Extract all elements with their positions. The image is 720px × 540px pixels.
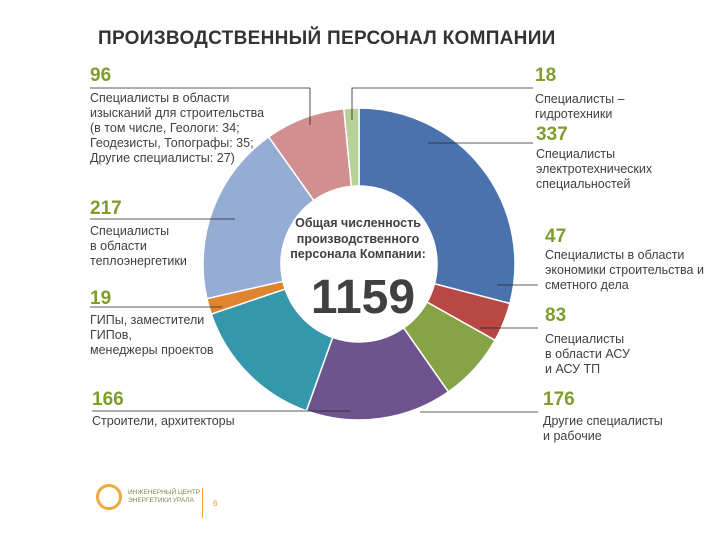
label-hydro-desc: Специалисты – гидротехники <box>535 92 625 121</box>
donut-slice-8 <box>342 107 360 188</box>
label-electro-desc: Специалисты электротехнических специальн… <box>536 147 653 191</box>
logo-circle-icon <box>96 484 122 510</box>
label-other-value: 176 <box>543 389 575 410</box>
label-electro-value: 337 <box>536 124 568 145</box>
label-builders-value: 166 <box>92 389 124 410</box>
label-hydro-value: 18 <box>535 65 557 86</box>
donut-slice-6 <box>202 135 315 300</box>
center-total: 1159 <box>310 271 416 324</box>
label-gip-desc: ГИПы, заместители ГИПов, менеджеры проек… <box>90 313 214 357</box>
logo-text: ИНЖЕНЕРНЫЙ ЦЕНТР ЭНЕРГЕТИКИ УРАЛА <box>128 489 201 504</box>
company-logo: ИНЖЕНЕРНЫЙ ЦЕНТР ЭНЕРГЕТИКИ УРАЛА <box>96 484 200 510</box>
label-survey-value: 96 <box>90 65 112 86</box>
label-asu-desc: Специалисты в области АСУ и АСУ ТП <box>545 332 630 376</box>
label-survey-desc: Специалисты в области изысканий для стро… <box>90 91 265 165</box>
footer-divider <box>202 488 203 518</box>
label-gip-value: 19 <box>90 288 112 309</box>
leader-survey <box>90 87 311 125</box>
label-asu-value: 83 <box>545 305 567 326</box>
label-heat-value: 217 <box>90 198 122 219</box>
donut-slice-0 <box>358 107 516 305</box>
page-number: 6 <box>213 499 218 508</box>
center-caption: Общая численность производственного перс… <box>290 216 426 261</box>
leader-hydro <box>351 87 533 120</box>
label-builders-desc: Строители, архитекторы <box>92 414 235 428</box>
page-title: ПРОИЗВОДСТВЕННЫЙ ПЕРСОНАЛ КОМПАНИИ <box>98 28 556 49</box>
label-econ-value: 47 <box>545 226 567 247</box>
label-heat-desc: Специалисты в области теплоэнергетики <box>90 224 187 268</box>
donut-slices <box>202 107 516 421</box>
leader-lines <box>90 87 538 413</box>
label-econ-desc: Специалисты в области экономики строител… <box>545 248 704 292</box>
label-other-desc: Другие специалисты и рабочие <box>543 414 663 443</box>
